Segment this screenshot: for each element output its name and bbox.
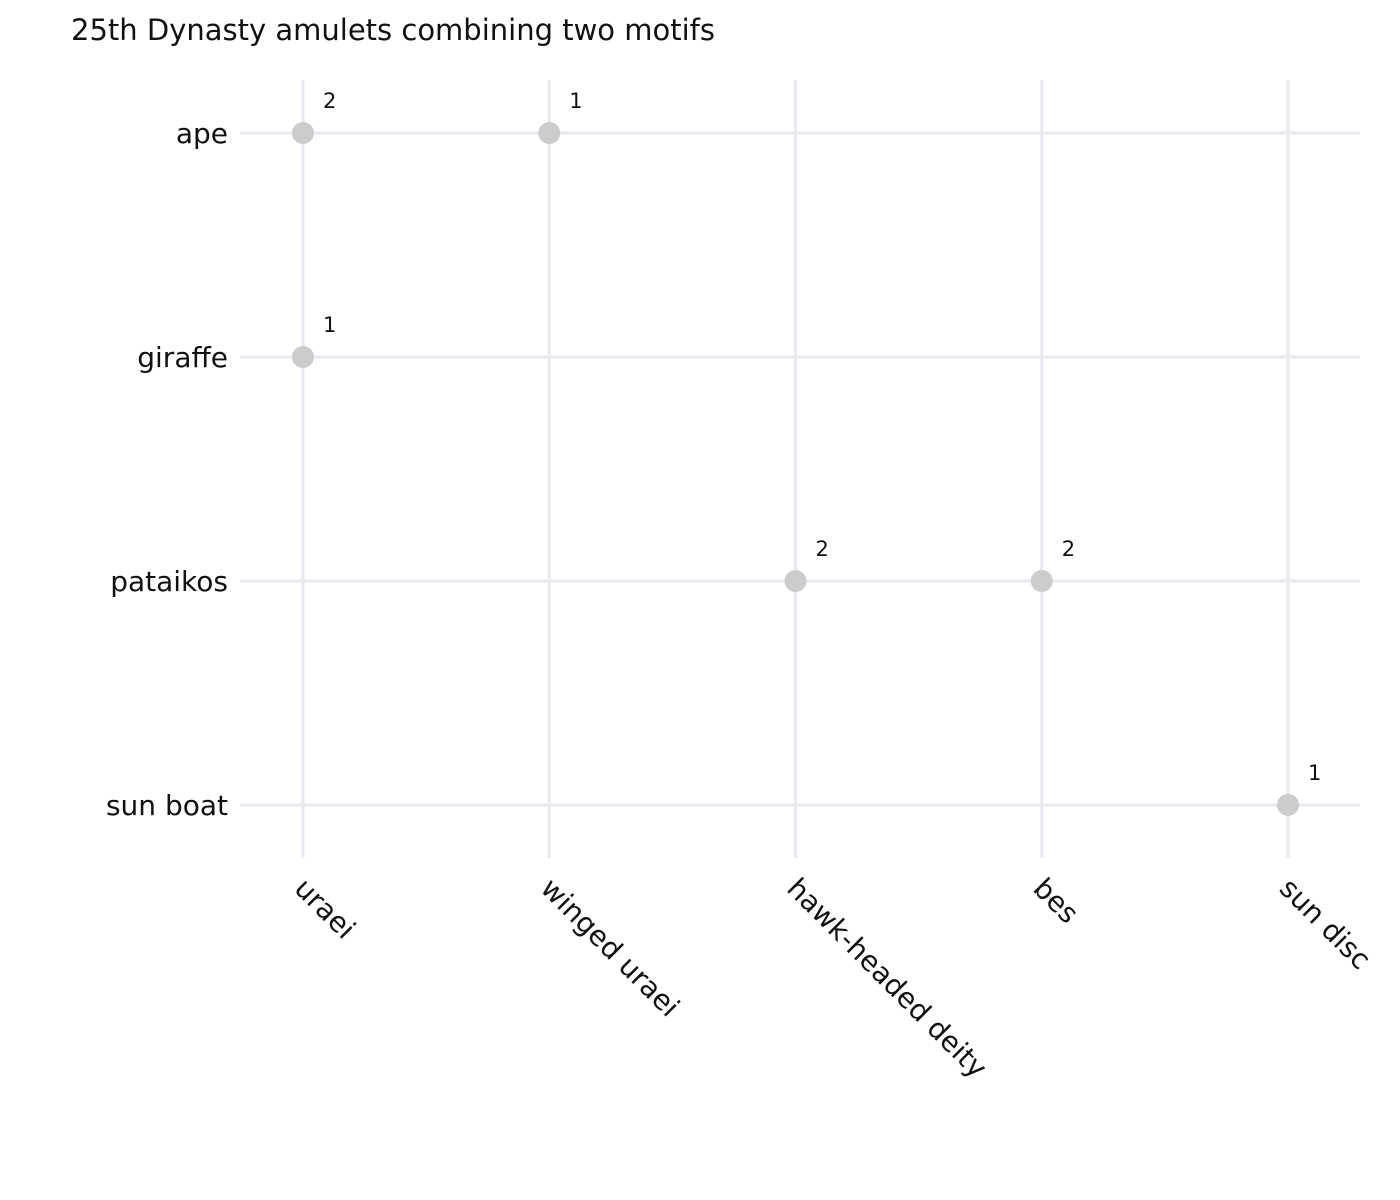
data-point-giraffe-uraei bbox=[292, 346, 314, 368]
data-point-pataikos-bes bbox=[1030, 570, 1053, 592]
data-point-pataikos-hawk-headed-deity bbox=[784, 570, 807, 592]
y-tick-label-giraffe: giraffe bbox=[137, 341, 228, 374]
x-tick-label-sun-disc: sun disc bbox=[1273, 872, 1377, 976]
data-label-giraffe-uraei: 1 bbox=[323, 313, 336, 337]
chart-title: 25th Dynasty amulets combining two motif… bbox=[71, 13, 715, 47]
data-point-sun-boat-sun-disc bbox=[1277, 794, 1299, 816]
y-tick-label-pataikos: pataikos bbox=[110, 565, 228, 598]
data-labels: 2 1 1 2 2 1 bbox=[323, 89, 1321, 785]
x-tick-label-bes: bes bbox=[1027, 872, 1085, 930]
data-label-ape-winged-uraei: 1 bbox=[569, 89, 582, 113]
x-tick-label-winged-uraei: winged uraei bbox=[534, 872, 686, 1024]
data-label-pataikos-bes: 2 bbox=[1062, 537, 1075, 561]
x-axis-ticks: uraei winged uraei hawk-headed deity bes sun… bbox=[288, 872, 1377, 1085]
data-points bbox=[292, 122, 1299, 816]
y-tick-label-ape: ape bbox=[176, 117, 228, 150]
data-label-pataikos-hawk-headed-deity: 2 bbox=[816, 537, 829, 561]
y-tick-label-sun-boat: sun boat bbox=[106, 789, 228, 822]
data-point-ape-uraei bbox=[292, 122, 314, 144]
x-tick-label-hawk-headed-deity: hawk-headed deity bbox=[781, 872, 994, 1085]
data-point-ape-winged-uraei bbox=[538, 122, 561, 144]
data-label-sun-boat-sun-disc: 1 bbox=[1308, 761, 1321, 785]
y-axis-ticks: ape giraffe pataikos sun boat bbox=[106, 117, 228, 822]
x-tick-label-uraei: uraei bbox=[288, 872, 362, 946]
grid bbox=[240, 80, 1360, 858]
data-label-ape-uraei: 2 bbox=[323, 89, 336, 113]
